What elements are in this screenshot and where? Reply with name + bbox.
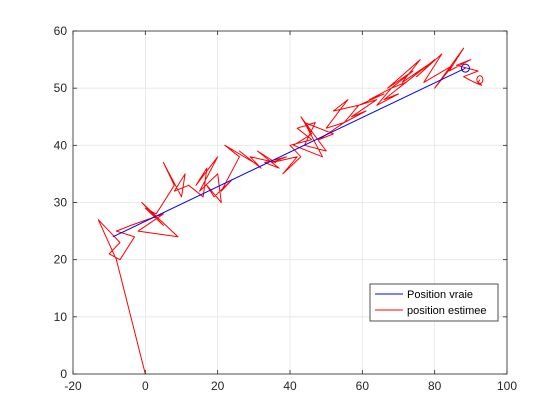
series-line-position-estimee — [97, 47, 483, 375]
legend-label: position estimee — [407, 305, 487, 317]
x-tick-label: 40 — [283, 379, 297, 393]
legend: Position vraie position estimee — [369, 283, 499, 322]
y-tick-label: 10 — [54, 310, 68, 324]
y-tick-label: 30 — [54, 196, 68, 210]
y-tick-label: 60 — [54, 24, 68, 38]
x-tick-label: -20 — [64, 379, 82, 393]
x-tick-label: 80 — [428, 379, 442, 393]
y-tick-label: 40 — [54, 138, 68, 152]
y-tick-label: 20 — [54, 253, 68, 267]
y-tick-label: 50 — [54, 81, 68, 95]
legend-box — [369, 283, 499, 322]
x-tick-label: 0 — [142, 379, 149, 393]
x-tick-label: 60 — [356, 379, 370, 393]
x-tick-label: 20 — [211, 379, 225, 393]
series-end-marker-position-vraie — [460, 63, 470, 73]
estimee-end-loop — [476, 75, 484, 85]
series-layer — [97, 47, 484, 375]
series-line-position-vraie — [112, 67, 466, 238]
x-tick-label: 100 — [497, 379, 517, 393]
legend-label: Position vraie — [407, 289, 473, 301]
y-tick-label: 0 — [60, 367, 67, 381]
